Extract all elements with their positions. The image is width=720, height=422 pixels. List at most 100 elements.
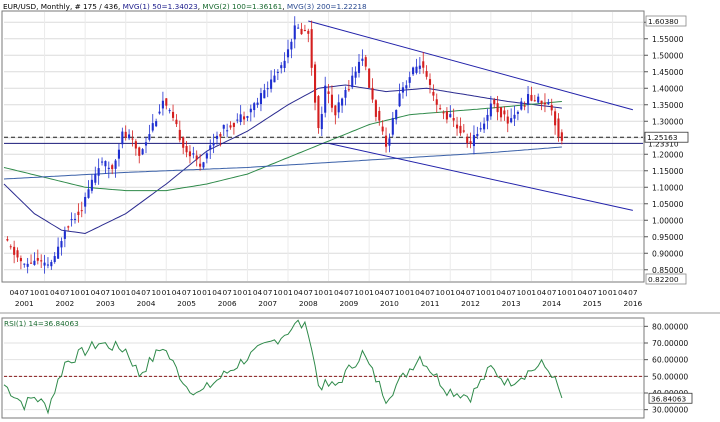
rsi-tick-label: 60.00000 <box>652 356 688 365</box>
candle-up <box>97 168 100 176</box>
trendline[interactable] <box>328 142 633 211</box>
last-price-label: 1.25163 <box>647 133 678 142</box>
candle-up <box>266 88 269 90</box>
candle-up <box>337 102 340 113</box>
candle-up <box>320 113 323 130</box>
x-month-label: 04 <box>496 288 506 297</box>
rsi-header: RSI(1) 14=36.84063 <box>4 319 79 328</box>
x-month-label: 01 <box>202 288 212 297</box>
candle-down <box>313 64 317 103</box>
x-month-label: 01 <box>162 288 172 297</box>
rsi-last-box <box>648 392 693 404</box>
candle-up <box>33 260 36 265</box>
candle-up <box>479 128 482 130</box>
candle-down <box>29 262 33 264</box>
candle-up <box>100 161 104 163</box>
x-month-label: 01 <box>608 288 618 297</box>
candle-down <box>384 135 388 147</box>
x-month-label: 10 <box>354 288 364 297</box>
x-month-label: 04 <box>253 288 263 297</box>
candle-down <box>371 87 374 100</box>
candle-down <box>36 258 39 261</box>
candle-up <box>276 71 279 73</box>
x-year-label: 2014 <box>542 299 561 308</box>
level-label: 1.23310 <box>648 139 679 148</box>
x-year-label: 2002 <box>55 299 74 308</box>
candle-down <box>303 29 306 31</box>
x-year-label: 2004 <box>137 299 156 308</box>
rsi-tick-label: 30.00000 <box>652 406 688 415</box>
candle-down <box>195 155 198 160</box>
x-month-label: 01 <box>446 288 456 297</box>
price-tick-label: 1.35000 <box>652 101 684 110</box>
candle-down <box>310 29 313 68</box>
x-month-label: 04 <box>212 288 222 297</box>
candle-down <box>199 163 202 167</box>
candle-up <box>26 263 29 267</box>
candle-up <box>209 145 212 150</box>
candle-up <box>388 138 391 146</box>
candle-up <box>297 27 300 29</box>
candle-down <box>445 111 448 120</box>
price-tick-label: 0.90000 <box>652 249 684 258</box>
candle-up <box>280 65 283 69</box>
candle-down <box>77 211 80 216</box>
candle-up <box>73 218 77 220</box>
x-month-label: 07 <box>101 288 111 297</box>
candle-down <box>131 138 134 140</box>
candle-down <box>334 105 337 116</box>
candle-up <box>128 134 131 139</box>
x-month-label: 10 <box>517 288 527 297</box>
price-panel[interactable] <box>1 10 645 283</box>
header-separator: , <box>118 2 123 11</box>
candle-up <box>357 61 361 73</box>
candle-down <box>178 129 181 141</box>
candle-up <box>344 89 347 98</box>
price-tick-label: 0.95000 <box>652 233 684 242</box>
candle-up <box>90 179 93 191</box>
candle-up <box>141 149 144 155</box>
candle-up <box>23 263 26 265</box>
trendline[interactable] <box>308 20 633 111</box>
candle-down <box>374 100 377 117</box>
x-month-label: 10 <box>557 288 567 297</box>
candle-up <box>472 135 476 147</box>
candle-down <box>171 111 175 118</box>
candle-down <box>364 57 367 67</box>
x-month-label: 04 <box>537 288 547 297</box>
header-separator: , <box>36 2 41 11</box>
candle-up <box>412 67 415 75</box>
rsi-panel[interactable] <box>1 317 645 419</box>
candle-up <box>449 114 452 118</box>
candle-up <box>293 25 296 40</box>
candle-down <box>138 147 141 156</box>
header-separator: , <box>198 2 203 11</box>
x-month-label: 07 <box>628 288 638 297</box>
candle-down <box>493 99 496 105</box>
candle-up <box>405 85 408 89</box>
candle-up <box>401 87 405 93</box>
header-separator: , <box>70 2 75 11</box>
x-month-label: 10 <box>111 288 121 297</box>
candle-up <box>46 264 50 266</box>
candle-down <box>317 96 320 129</box>
ma100-line <box>3 101 562 192</box>
candle-down <box>496 103 499 113</box>
candle-down <box>469 141 472 144</box>
candle-up <box>151 123 154 131</box>
candle-down <box>499 107 503 118</box>
x-month-label: 07 <box>425 288 435 297</box>
candle-up <box>161 100 164 109</box>
candle-down <box>327 91 330 94</box>
x-month-label: 01 <box>121 288 131 297</box>
candle-down <box>175 119 178 125</box>
candle-up <box>104 161 107 167</box>
candle-up <box>222 124 225 129</box>
x-year-label: 2010 <box>380 299 399 308</box>
x-month-label: 04 <box>456 288 466 297</box>
bar-count-label: # 175 / 436 <box>75 2 119 11</box>
candle-down <box>554 111 557 126</box>
candle-down <box>506 116 509 124</box>
candle-down <box>219 134 222 137</box>
candle-up <box>537 96 540 103</box>
